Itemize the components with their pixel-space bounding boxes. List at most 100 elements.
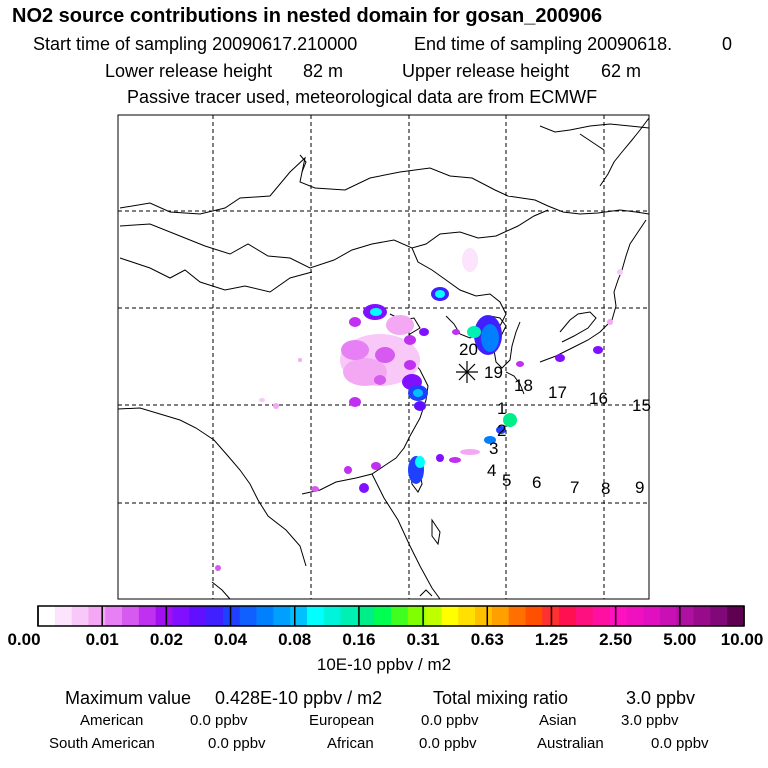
colorbar-swatch [458, 606, 476, 626]
trajectory-label-18: 18 [514, 376, 533, 395]
receptor-star-marker [456, 361, 478, 383]
colorbar-swatch [441, 606, 459, 626]
colorbar-swatch [189, 606, 207, 626]
colorbar-swatch [475, 606, 493, 626]
colorbar-swatch [88, 606, 106, 626]
start-time-label: Start time of sampling 20090617.210000 [33, 34, 358, 54]
colorbar-tick-label: 0.16 [342, 630, 376, 649]
colorbar-swatch [273, 606, 291, 626]
colorbar-swatch [491, 606, 510, 626]
colorbar-tick-label: 0.00 [7, 630, 41, 649]
upper-release-label: Upper release height [402, 61, 570, 81]
colorbar-frame [37, 605, 745, 627]
max-value-label: Maximum value [65, 688, 192, 708]
colorbar-swatch [710, 606, 728, 626]
asian-value: 3.0 ppbv [621, 712, 679, 729]
colorbar-swatch [172, 606, 190, 626]
colorbar-swatch [38, 606, 56, 626]
max-value: 0.428E-10 ppbv / m2 [215, 688, 383, 708]
total-mixing-value: 3.0 ppbv [626, 688, 696, 708]
lower-release-value: 82 m [303, 61, 344, 81]
trajectory-label-17: 17 [548, 383, 567, 402]
map-frame [117, 114, 650, 600]
colorbar-swatch [323, 606, 342, 626]
colorbar-swatch [727, 606, 745, 626]
trajectory-label-4: 4 [487, 461, 496, 480]
trajectory-label-9: 9 [635, 478, 644, 497]
american-value: 0.0 ppbv [190, 712, 248, 729]
colorbar-tick-label: 2.50 [599, 630, 633, 649]
trajectory-label-2: 2 [497, 421, 506, 440]
african-value: 0.0 ppbv [419, 735, 477, 752]
colorbar-swatch [407, 606, 426, 626]
colorbar-swatch [256, 606, 274, 626]
trajectory-label-8: 8 [601, 479, 610, 498]
colorbar-swatch [155, 606, 173, 626]
colorbar-tick-label: 0.01 [85, 630, 119, 649]
trajectory-label-3: 3 [489, 439, 498, 458]
colorbar-swatch [222, 606, 241, 626]
asian-label: Asian [539, 712, 577, 729]
colorbar-swatch [643, 606, 661, 626]
colorbar-swatch [592, 606, 611, 626]
colorbar-swatch [693, 606, 711, 626]
european-label: European [309, 712, 375, 729]
colorbar-swatch [105, 606, 123, 626]
australian-value: 0.0 ppbv [651, 735, 709, 752]
colorbar-tick-label: 10.00 [720, 630, 764, 649]
source-contribution-field [215, 248, 623, 571]
chart-title: NO2 source contributions in nested domai… [12, 5, 603, 27]
colorbar-tick-label: 0.04 [213, 630, 248, 649]
colorbar-swatch [676, 606, 695, 626]
trajectory-label-16: 16 [589, 389, 608, 408]
trajectory-label-19: 19 [484, 363, 503, 382]
european-value: 0.0 ppbv [421, 712, 479, 729]
colorbar-swatch [71, 606, 89, 626]
trajectory-label-1: 1 [497, 399, 506, 418]
colorbar-swatch [508, 606, 526, 626]
colorbar-tick-label: 0.31 [406, 630, 440, 649]
colorbar-tick-label: 1.25 [534, 630, 568, 649]
trajectory-label-15: 15 [632, 396, 651, 415]
colorbar-swatch [340, 606, 358, 626]
south-american-value: 0.0 ppbv [208, 735, 266, 752]
colorbar-swatch [659, 606, 678, 626]
end-time-value: 0 [722, 34, 733, 54]
colorbar-tick-label: 0.02 [149, 630, 183, 649]
colorbar-swatch [525, 606, 543, 626]
colorbar-swatch [391, 606, 409, 626]
tracer-note: Passive tracer used, meteorological data… [127, 87, 598, 107]
australian-label: Australian [537, 735, 604, 752]
colorbar-tick-label: 5.00 [663, 630, 697, 649]
trajectory-label-20: 20 [459, 340, 478, 359]
african-label: African [327, 735, 374, 752]
colorbar-swatch [290, 606, 308, 626]
colorbar-swatch [424, 606, 442, 626]
colorbar-swatch [357, 606, 375, 626]
colorbar-swatch [306, 606, 325, 626]
colorbar-swatch [626, 606, 644, 626]
colorbar-swatch [54, 606, 73, 626]
upper-release-value: 62 m [601, 61, 642, 81]
total-mixing-label: Total mixing ratio [433, 688, 569, 708]
colorbar-swatch [239, 606, 258, 626]
lower-release-label: Lower release height [105, 61, 273, 81]
colorbar-swatch [609, 606, 627, 626]
colorbar-swatch [559, 606, 577, 626]
american-label: American [80, 712, 144, 729]
colorbar-swatch [122, 606, 140, 626]
colorbar [37, 605, 745, 627]
colorbar-tick-label: 0.08 [278, 630, 312, 649]
end-time-label: End time of sampling 20090618. [414, 34, 673, 54]
colorbar-swatch [374, 606, 392, 626]
colorbar-unit: 10E-10 ppbv / m2 [316, 655, 452, 674]
trajectory-label-7: 7 [570, 478, 579, 497]
colorbar-tick-label: 0.63 [470, 630, 504, 649]
trajectory-label-6: 6 [532, 473, 541, 492]
colorbar-swatch [138, 606, 157, 626]
colorbar-swatch [206, 606, 224, 626]
trajectory-label-5: 5 [502, 471, 511, 490]
south-american-label: South American [49, 735, 155, 752]
